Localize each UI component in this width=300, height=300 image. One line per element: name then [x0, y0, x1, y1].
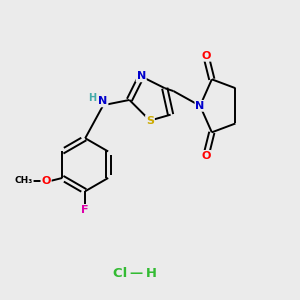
Text: F: F — [82, 206, 89, 215]
Text: CH₃: CH₃ — [15, 176, 33, 185]
Text: N: N — [98, 96, 107, 106]
Text: Cl — H: Cl — H — [113, 267, 157, 280]
Text: O: O — [201, 151, 211, 161]
Text: N: N — [195, 101, 205, 111]
Text: O: O — [201, 51, 211, 61]
Text: N: N — [136, 71, 146, 81]
Text: O: O — [41, 176, 51, 186]
Text: H: H — [88, 93, 96, 103]
Text: S: S — [146, 116, 154, 126]
